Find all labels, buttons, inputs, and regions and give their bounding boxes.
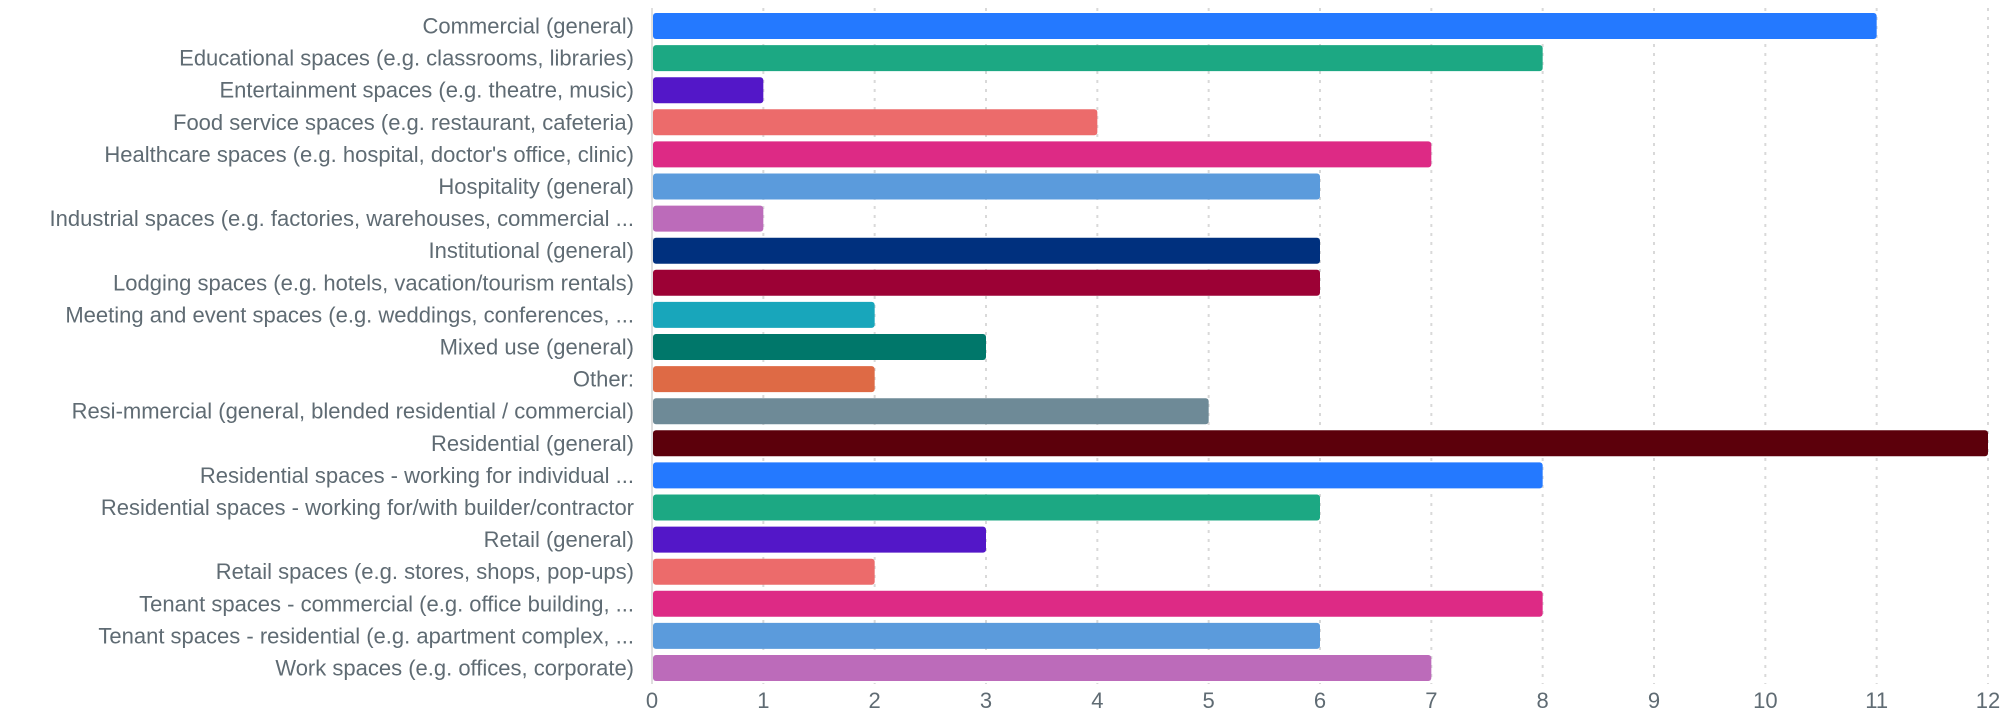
category-label: Retail (general) <box>484 527 634 552</box>
x-tick-label: 5 <box>1203 688 1215 713</box>
category-label: Other: <box>573 367 634 392</box>
category-label: Work spaces (e.g. offices, corporate) <box>275 656 634 681</box>
x-tick-label: 1 <box>757 688 769 713</box>
category-label: Institutional (general) <box>429 238 634 263</box>
bar <box>653 590 1543 617</box>
bar <box>653 494 1320 521</box>
bar <box>653 77 764 104</box>
category-label: Educational spaces (e.g. classrooms, lib… <box>179 46 634 71</box>
bar <box>653 45 1543 72</box>
x-tick-label: 11 <box>1865 688 1888 713</box>
x-tick-label: 2 <box>869 688 881 713</box>
category-label: Residential (general) <box>431 431 634 456</box>
category-labels: Commercial (general) Educational spaces (… <box>50 14 634 681</box>
x-tick-label: 7 <box>1425 688 1437 713</box>
category-label: Lodging spaces (e.g. hotels, vacation/to… <box>113 270 634 295</box>
bar <box>653 173 1320 200</box>
x-tick-label: 9 <box>1648 688 1660 713</box>
category-label: Tenant spaces - residential (e.g. apartm… <box>98 623 634 648</box>
x-axis-ticks: 0 1 2 3 4 5 6 7 8 9 10 11 12 <box>646 688 2000 713</box>
bar <box>653 398 1209 425</box>
category-label: Resi-mmercial (general, blended resident… <box>72 399 634 424</box>
bar <box>653 526 986 553</box>
bar <box>653 109 1098 136</box>
bar <box>653 430 1988 457</box>
category-label: Commercial (general) <box>422 14 634 39</box>
bar <box>653 205 764 232</box>
x-tick-label: 10 <box>1753 688 1777 713</box>
bars <box>653 13 1988 681</box>
category-label: Residential spaces - working for individ… <box>200 463 634 488</box>
bar <box>653 558 875 585</box>
x-tick-label: 4 <box>1091 688 1103 713</box>
bar <box>653 655 1432 681</box>
category-label: Food service spaces (e.g. restaurant, ca… <box>173 110 634 135</box>
bar <box>653 301 875 328</box>
x-tick-label: 3 <box>980 688 992 713</box>
bar <box>653 269 1320 296</box>
x-tick-label: 12 <box>1976 688 2000 713</box>
bar <box>653 141 1432 168</box>
bar <box>653 237 1320 264</box>
x-tick-label: 6 <box>1314 688 1326 713</box>
x-tick-label: 8 <box>1537 688 1549 713</box>
bar <box>653 366 875 393</box>
category-label: Tenant spaces - commercial (e.g. office … <box>139 591 634 616</box>
category-label: Entertainment spaces (e.g. theatre, musi… <box>219 78 634 103</box>
category-label: Industrial spaces (e.g. factories, wareh… <box>50 206 634 231</box>
category-label: Residential spaces - working for/with bu… <box>101 495 634 520</box>
grid-lines <box>651 8 1989 684</box>
bar <box>653 622 1320 649</box>
category-label: Hospitality (general) <box>438 174 634 199</box>
x-tick-label: 0 <box>646 688 658 713</box>
bar <box>653 334 986 360</box>
category-label: Healthcare spaces (e.g. hospital, doctor… <box>104 142 634 167</box>
bar <box>653 13 1877 39</box>
category-label: Meeting and event spaces (e.g. weddings,… <box>65 302 634 327</box>
bar <box>653 462 1543 489</box>
category-label: Mixed use (general) <box>440 335 634 360</box>
category-label: Retail spaces (e.g. stores, shops, pop-u… <box>216 559 634 584</box>
